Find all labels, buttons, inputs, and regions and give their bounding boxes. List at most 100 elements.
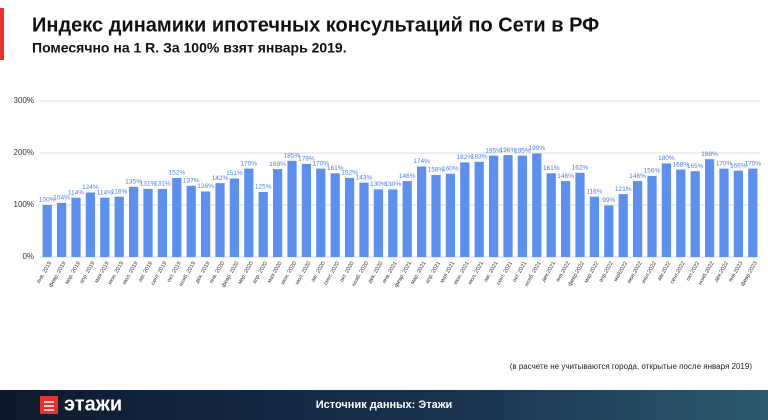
note: (в расчете не учитываются города, открыт… — [510, 362, 753, 371]
bar — [388, 189, 398, 257]
value-label: 160% — [442, 166, 459, 173]
value-label: 156% — [644, 168, 661, 175]
value-label: 199% — [528, 145, 545, 152]
value-label: 116% — [586, 188, 602, 195]
value-label: 126% — [197, 183, 214, 190]
bar — [114, 196, 124, 257]
value-label: 121% — [615, 186, 632, 193]
value-label: 161% — [543, 165, 560, 172]
value-label: 137% — [183, 177, 200, 184]
logo-text: этажи — [64, 393, 122, 415]
value-label: 196% — [500, 147, 517, 154]
bar — [186, 185, 196, 257]
bar — [258, 192, 268, 257]
value-label: 135% — [125, 179, 142, 186]
footer — [0, 390, 768, 420]
bar — [575, 172, 585, 257]
value-label: 180% — [658, 155, 675, 162]
bar — [445, 173, 456, 257]
bar — [316, 168, 326, 257]
bar — [402, 181, 412, 257]
bar — [618, 194, 628, 257]
value-label: 168% — [672, 161, 689, 168]
bar — [56, 202, 67, 257]
y-tick-label: 0% — [22, 252, 34, 261]
bar — [733, 170, 744, 257]
bar — [748, 168, 758, 257]
value-label: 195% — [514, 147, 531, 154]
bar — [100, 197, 110, 257]
value-label: 114% — [68, 189, 84, 196]
bar — [532, 153, 542, 257]
y-tick-label: 200% — [14, 148, 34, 157]
value-label: 146% — [399, 173, 416, 180]
bar — [373, 189, 384, 257]
value-label: 131% — [154, 181, 171, 188]
value-label: 170% — [240, 160, 257, 167]
logo-icon — [40, 396, 58, 414]
bar — [128, 186, 139, 257]
value-label: 179% — [298, 156, 315, 163]
x-tick-label: июл.2022 — [641, 261, 658, 285]
value-label: 195% — [485, 147, 502, 154]
value-label: 130% — [384, 181, 401, 188]
bar — [647, 175, 657, 257]
bar — [330, 173, 340, 257]
bar — [157, 188, 168, 257]
y-tick-label: 100% — [14, 200, 34, 209]
value-label: 130% — [370, 181, 387, 188]
value-label: 146% — [557, 173, 574, 180]
bar — [416, 166, 427, 257]
bar — [517, 155, 528, 257]
bar — [143, 188, 153, 257]
value-label: 165% — [687, 163, 704, 170]
y-tick-label: 300% — [14, 96, 34, 105]
value-label: 114% — [97, 189, 113, 196]
accent-bar — [0, 8, 4, 60]
value-label: 161% — [327, 165, 344, 172]
value-label: 143% — [356, 174, 373, 181]
bar — [604, 205, 614, 257]
bar — [301, 163, 312, 257]
value-label: 151% — [226, 170, 243, 177]
bar — [272, 169, 283, 257]
value-label: 169% — [269, 161, 286, 168]
bar — [690, 171, 700, 257]
value-label: 170% — [716, 160, 733, 167]
value-label: 174% — [413, 158, 430, 165]
bar — [474, 161, 484, 257]
source: Источник данных: Этажи — [316, 399, 453, 411]
bar — [460, 162, 470, 257]
value-label: 158% — [428, 167, 445, 174]
value-label: 142% — [212, 175, 229, 182]
value-label: 162% — [572, 164, 589, 171]
bar — [344, 177, 355, 257]
value-label: 166% — [730, 162, 747, 169]
bar — [244, 168, 254, 257]
bar — [359, 182, 369, 257]
bar — [42, 205, 52, 257]
bar — [589, 196, 600, 257]
bar — [215, 183, 225, 257]
value-label: 125% — [255, 184, 272, 191]
value-label: 131% — [140, 181, 157, 188]
value-label: 104% — [53, 195, 70, 202]
bar — [287, 160, 297, 257]
value-label: 170% — [744, 160, 761, 167]
bar — [172, 177, 182, 257]
chart-subtitle: Помесячно на 1 R. За 100% взят январь 20… — [32, 40, 347, 56]
bar — [85, 192, 96, 257]
value-label: 188% — [701, 151, 718, 158]
bar — [200, 191, 211, 257]
value-label: 185% — [284, 153, 301, 160]
bar — [676, 169, 686, 257]
value-label: 152% — [168, 170, 185, 177]
bar — [546, 173, 556, 257]
value-label: 99% — [602, 197, 615, 204]
bar — [704, 159, 715, 257]
bar — [431, 174, 441, 257]
bar — [503, 155, 513, 257]
bar — [661, 163, 672, 257]
